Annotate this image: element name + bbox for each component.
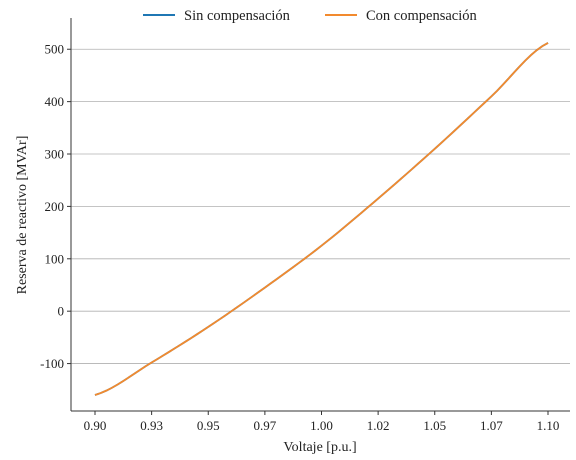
x-axis-label: Voltaje [p.u.]: [283, 440, 356, 455]
x-tick-label-5: 1.02: [367, 418, 390, 433]
grid-lines: [71, 48, 570, 364]
x-tick-label-7: 1.07: [480, 418, 503, 433]
y-axis-label: Reserva de reactivo [MVAr]: [15, 136, 30, 295]
x-tick-label-8: 1.10: [537, 418, 560, 433]
y-tick-label-5: 400: [45, 94, 65, 109]
series-line-0: [94, 42, 549, 396]
axes: [70, 18, 570, 412]
y-tick-label-0: -100: [40, 356, 64, 371]
series-line-1: [94, 42, 549, 396]
legend-label-0: Sin compensación: [184, 8, 291, 24]
legend-label-1: Con compensación: [366, 8, 477, 24]
x-tick-label-0: 0.90: [84, 418, 107, 433]
y-tick-label-1: 0: [58, 304, 65, 319]
y-tick-label-3: 200: [45, 199, 65, 214]
x-tick-label-6: 1.05: [423, 418, 446, 433]
y-tick-label-2: 100: [45, 251, 65, 266]
x-tick-label-1: 0.93: [140, 418, 163, 433]
y-axis-ticks: -100 0 100 200 300 400 500: [40, 42, 71, 371]
legend: Sin compensación Con compensación: [143, 8, 477, 24]
y-tick-label-6: 500: [45, 42, 65, 57]
x-tick-label-2: 0.95: [197, 418, 220, 433]
x-axis-ticks: 0.90 0.93 0.95 0.97 1.00 1.02 1.05 1.07 1.10: [84, 411, 560, 433]
x-tick-label-4: 1.00: [310, 418, 333, 433]
x-tick-label-3: 0.97: [254, 418, 277, 433]
y-tick-label-4: 300: [45, 147, 65, 162]
series-lines: [94, 42, 549, 396]
